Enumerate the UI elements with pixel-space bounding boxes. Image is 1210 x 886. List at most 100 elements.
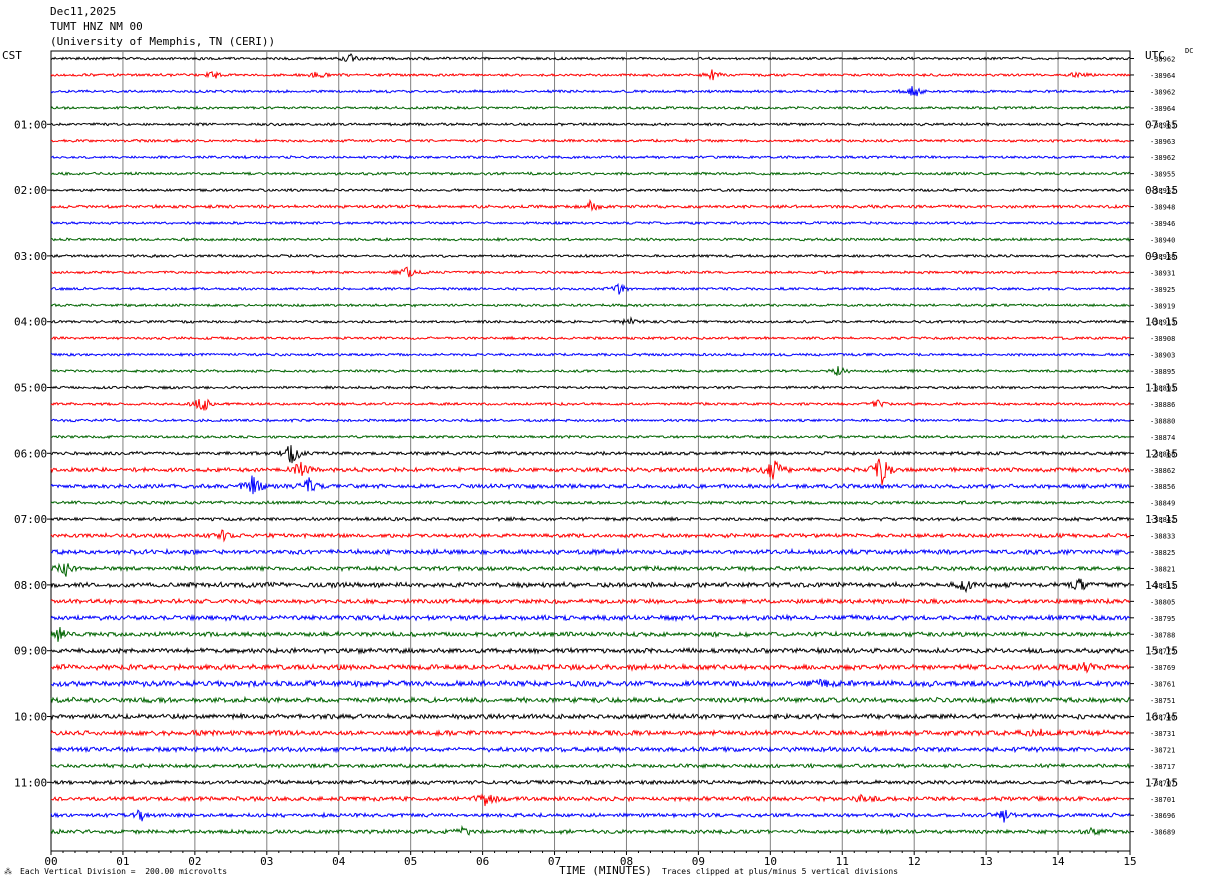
dc-offset-label: -38886 bbox=[1150, 401, 1175, 409]
trace-line bbox=[50, 445, 1131, 464]
dc-offset-label: -38696 bbox=[1150, 812, 1175, 820]
dc-offset-label: -38717 bbox=[1150, 763, 1175, 771]
dc-offset-label: -38721 bbox=[1150, 746, 1175, 754]
trace-line bbox=[50, 678, 1131, 689]
right-hour-label: 10:15 bbox=[1145, 316, 1178, 329]
grid-lines bbox=[47, 50, 1134, 855]
dc-offset-label: -38874 bbox=[1150, 434, 1175, 442]
trace-line bbox=[50, 138, 1131, 144]
trace-line bbox=[50, 562, 1131, 577]
dc-offset-label: -38761 bbox=[1150, 681, 1175, 689]
dc-offset-label: -38689 bbox=[1150, 829, 1175, 837]
trace-line bbox=[50, 236, 1131, 242]
left-hour-label: 10:00 bbox=[14, 711, 47, 724]
dc-offset-label: -38955 bbox=[1150, 171, 1175, 179]
clip-note: Traces clipped at plus/minus 5 vertical … bbox=[662, 867, 899, 876]
trace-line bbox=[50, 69, 1131, 81]
dc-offset-label: -38775 bbox=[1150, 648, 1175, 656]
trace-line bbox=[50, 458, 1131, 486]
right-hour-label: 11:15 bbox=[1145, 382, 1178, 395]
dc-offset-label: -38931 bbox=[1150, 269, 1175, 277]
right-hour-label: 08:15 bbox=[1145, 184, 1178, 197]
x-tick-label: 13 bbox=[980, 855, 993, 868]
x-tick-label: 07 bbox=[548, 855, 561, 868]
trace-line bbox=[50, 154, 1131, 160]
dc-offset-label: -38948 bbox=[1150, 204, 1175, 212]
right-hour-label: 09:15 bbox=[1145, 250, 1178, 263]
x-tick-label: 02 bbox=[188, 855, 201, 868]
left-hour-label: 05:00 bbox=[14, 382, 47, 395]
header-station: TUMT HNZ NM 00 bbox=[50, 20, 143, 33]
dc-offset-label: -38938 bbox=[1150, 253, 1175, 261]
left-hour-label: 01:00 bbox=[14, 118, 47, 131]
x-tick-label: 03 bbox=[260, 855, 273, 868]
dc-offset-label: -38962 bbox=[1150, 56, 1175, 64]
trace-line bbox=[50, 793, 1131, 807]
trace-line bbox=[50, 352, 1131, 357]
trace-line bbox=[50, 366, 1131, 376]
trace-line bbox=[50, 547, 1131, 557]
x-tick-label: 14 bbox=[1051, 855, 1065, 868]
dc-offset-label: -38813 bbox=[1150, 582, 1175, 590]
dc-offset-label: -38964 bbox=[1150, 105, 1175, 113]
right-zone-label: UTC bbox=[1145, 49, 1165, 62]
dc-offset-label: -38868 bbox=[1150, 450, 1175, 458]
trace-line bbox=[50, 434, 1131, 440]
trace-line bbox=[50, 809, 1131, 823]
left-hour-label: 03:00 bbox=[14, 250, 47, 263]
right-hour-label: 16:15 bbox=[1145, 711, 1178, 724]
x-tick-label: 01 bbox=[116, 855, 129, 868]
trace-line bbox=[50, 745, 1131, 754]
trace-line bbox=[50, 417, 1131, 423]
trace-line bbox=[50, 384, 1131, 391]
trace-line bbox=[50, 578, 1130, 594]
dc-offset-label: -38880 bbox=[1150, 417, 1175, 425]
dc-offset-label: -38821 bbox=[1150, 565, 1175, 573]
trace-line bbox=[50, 627, 1131, 642]
dc-offset-label: -38963 bbox=[1150, 138, 1175, 146]
header-date: Dec11,2025 bbox=[50, 5, 117, 18]
dc-offset-label: -38952 bbox=[1150, 187, 1175, 195]
scale-note: Each Vertical Division = 200.00 microvol… bbox=[20, 867, 228, 876]
dc-offset-label: -38751 bbox=[1150, 697, 1175, 705]
trace-line bbox=[50, 253, 1131, 259]
x-tick-label: 09 bbox=[692, 855, 705, 868]
dc-offset-label: -38919 bbox=[1150, 302, 1175, 310]
trace-line bbox=[50, 198, 1131, 212]
dc-offset-label: -38862 bbox=[1150, 467, 1175, 475]
trace-line bbox=[50, 475, 1131, 495]
x-tick-label: 04 bbox=[332, 855, 346, 868]
left-zone-label: CST bbox=[2, 49, 22, 62]
trace-line bbox=[50, 171, 1131, 177]
x-tick-label: 05 bbox=[404, 855, 417, 868]
left-hour-label: 02:00 bbox=[14, 184, 47, 197]
left-hour-label: 06:00 bbox=[14, 447, 47, 460]
dc-offset-label: -38825 bbox=[1150, 549, 1175, 557]
trace-line bbox=[50, 52, 1131, 62]
dc-offset-label: -38707 bbox=[1150, 779, 1175, 787]
dc-offset-label: -38893 bbox=[1150, 385, 1175, 393]
x-tick-label: 15 bbox=[1123, 855, 1136, 868]
left-hour-label: 07:00 bbox=[14, 513, 47, 526]
dc-offset-label: -38805 bbox=[1150, 598, 1175, 606]
right-hour-label: 13:15 bbox=[1145, 513, 1178, 526]
trace-line bbox=[50, 529, 1131, 543]
dc-offset-label: -38903 bbox=[1150, 352, 1175, 360]
dc-offset-label: -38962 bbox=[1150, 154, 1175, 162]
trace-line bbox=[50, 105, 1131, 111]
dc-offset-label: -38895 bbox=[1150, 368, 1175, 376]
dc-offset-label: -38795 bbox=[1150, 615, 1175, 623]
x-axis-label: TIME (MINUTES) bbox=[559, 864, 652, 877]
right-hour-label: 14:15 bbox=[1145, 579, 1178, 592]
trace-line bbox=[50, 613, 1131, 623]
trace-line bbox=[50, 398, 1131, 411]
dc-offset-label: -38964 bbox=[1150, 72, 1175, 80]
dc-offset-label: -38925 bbox=[1150, 286, 1175, 294]
axis-labels: 00 01 02 03 04 05 06 07 08 09 10 11 12 13 14 15 TIME (MI… bbox=[14, 56, 1178, 878]
dc-offset-label: -38701 bbox=[1150, 796, 1175, 804]
trace-line bbox=[50, 762, 1131, 770]
dc-offset-label: -38842 bbox=[1150, 516, 1175, 524]
dc-offset-label: -38788 bbox=[1150, 631, 1175, 639]
trace-line bbox=[50, 220, 1131, 226]
